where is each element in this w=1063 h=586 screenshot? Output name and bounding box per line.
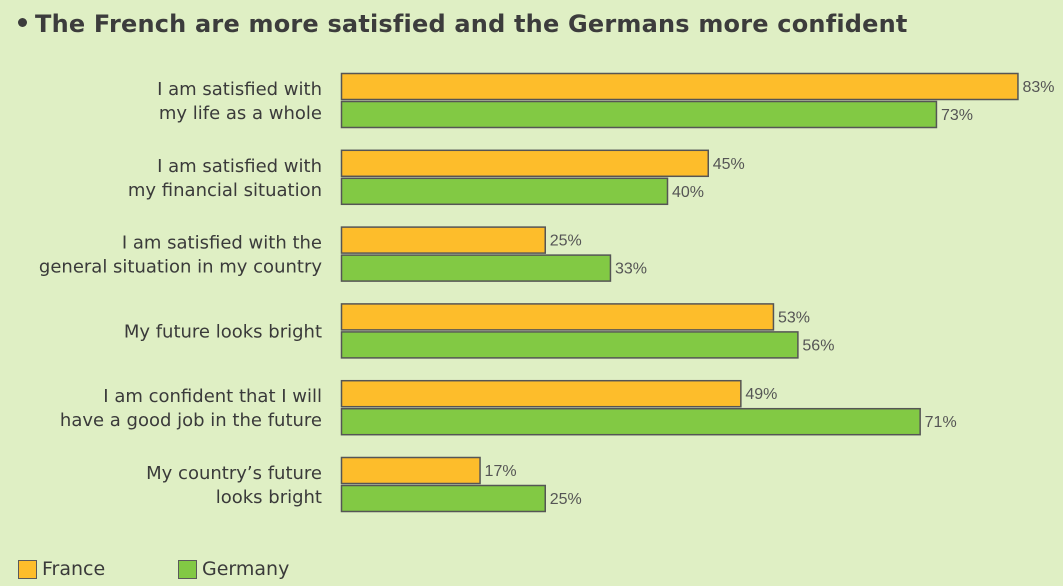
bar-germany [340,484,546,513]
bullet-icon [18,17,27,27]
category-label: general situation in my country [39,257,322,278]
category-label: I am satisfied with [157,79,322,100]
chart-title: The French are more satisfied and the Ge… [18,10,908,38]
bar-germany [340,100,938,129]
category-label: have a good job in the future [60,410,322,431]
data-label-france: 17% [485,463,517,480]
bar-germany [340,407,921,436]
bar-france [340,379,742,408]
data-label-france: 45% [713,156,745,173]
bar-france [340,226,546,254]
bar-germany [340,331,799,359]
legend-label-germany: Germany [202,558,290,580]
category-label: My future looks bright [124,321,322,342]
legend-swatch-germany [178,559,197,579]
legend-label-france: France [42,558,106,580]
category-label: I am satisfied with the [122,233,322,254]
data-label-france: 53% [778,309,810,326]
data-label-france: 49% [745,386,777,403]
data-label-germany: 40% [672,184,704,201]
bar-germany [340,254,612,282]
category-label: My country’s future [146,463,322,484]
bar-france [340,456,481,485]
bar-france [340,72,1019,101]
bar-france [340,303,775,331]
category-label: I am satisfied with [157,156,322,177]
legend-item-germany: Germany [178,558,289,580]
data-label-germany: 33% [615,261,647,278]
category-label: I am confident that I will [103,386,322,407]
bar-france [340,149,709,178]
data-label-germany: 73% [941,107,973,124]
legend-swatch-france [18,559,37,579]
data-label-germany: 71% [925,414,957,431]
legend-item-france: France [18,558,105,580]
bar-germany [340,177,669,206]
data-label-germany: 56% [802,337,834,354]
data-label-france: 25% [550,233,582,250]
category-label: my life as a whole [159,103,322,124]
category-label: looks bright [216,487,322,508]
data-label-france: 83% [1022,79,1054,96]
data-label-germany: 25% [550,491,582,508]
category-label: my financial situation [128,180,322,201]
